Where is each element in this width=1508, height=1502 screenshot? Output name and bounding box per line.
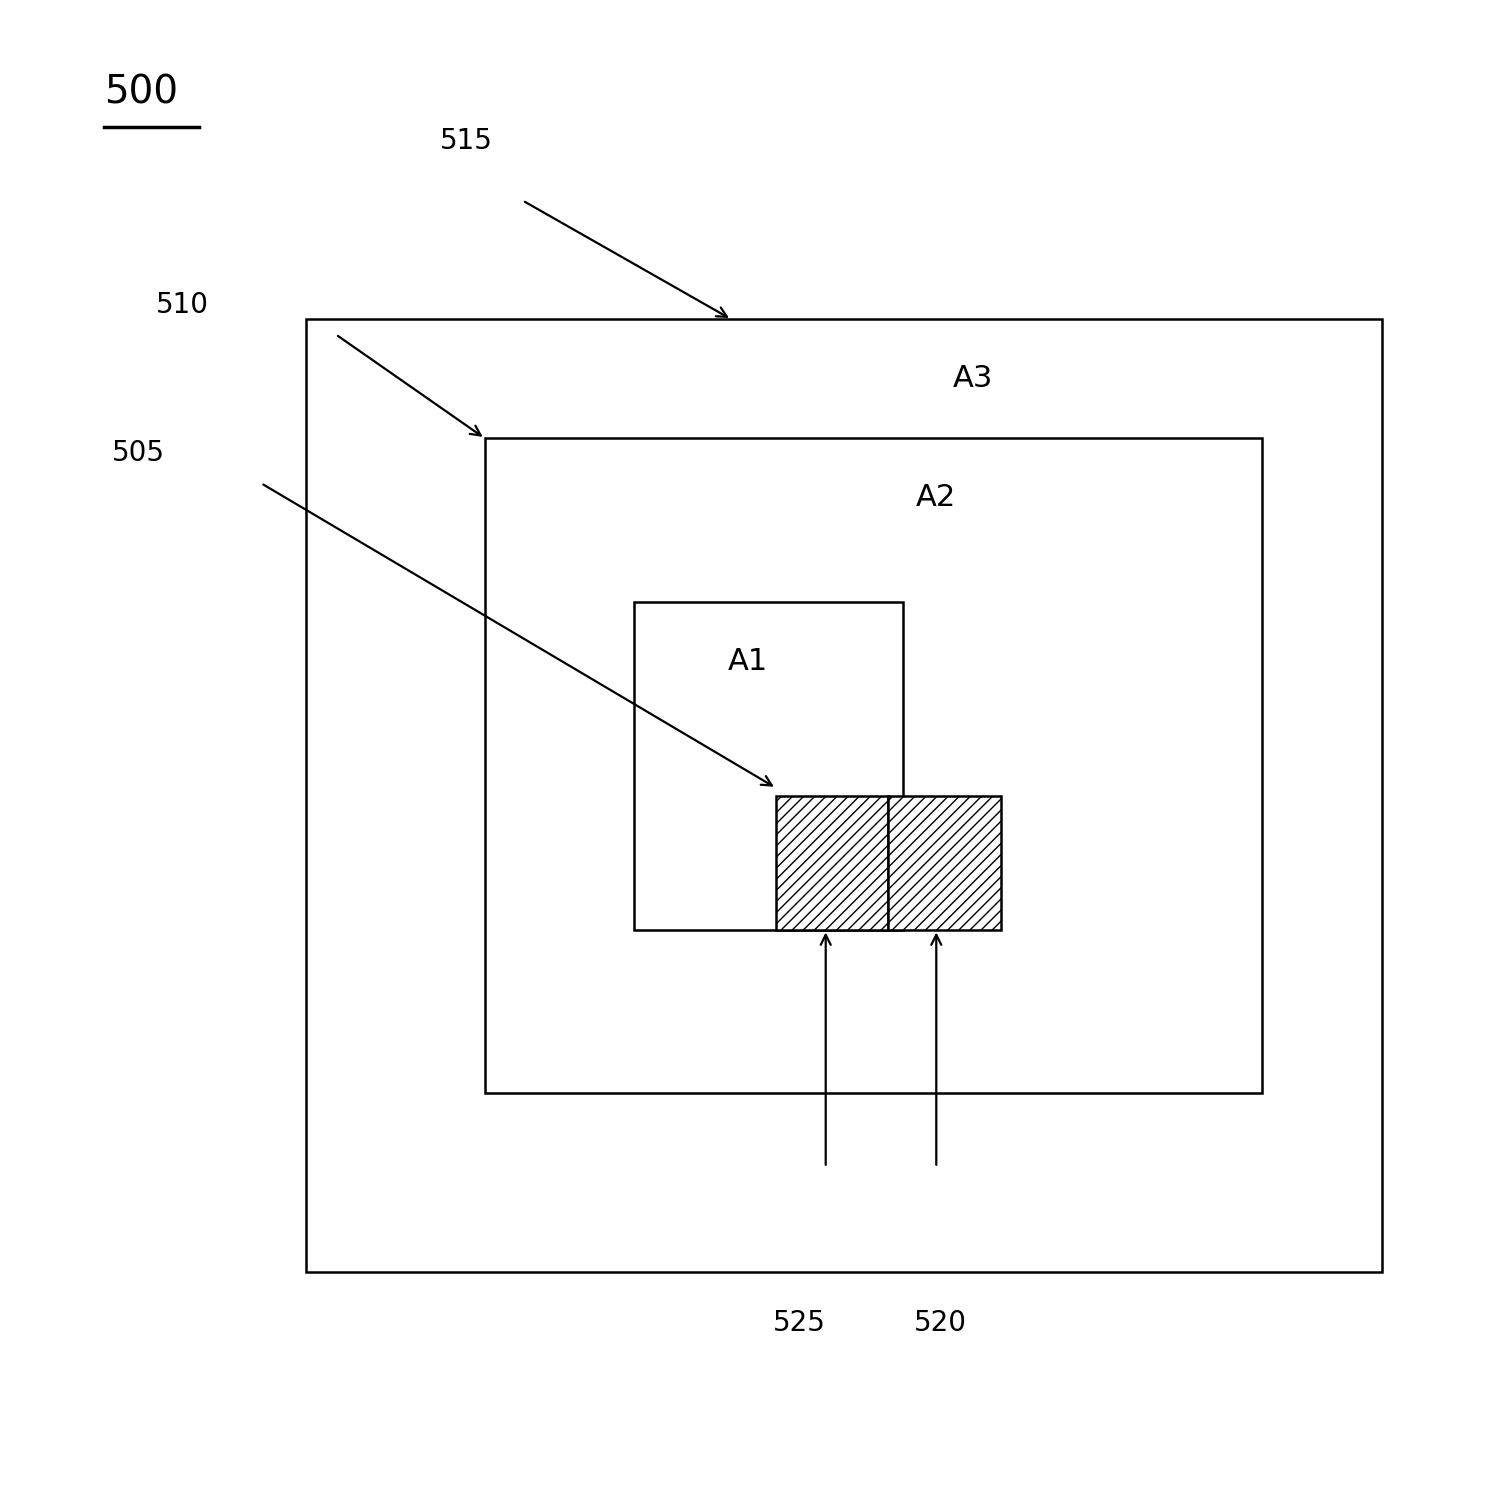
Text: A2: A2 [915,484,956,512]
Text: 525: 525 [772,1310,825,1337]
Text: 500: 500 [104,74,178,113]
Bar [635,602,903,930]
Text: 520: 520 [914,1310,967,1337]
Bar [306,320,1381,1272]
Bar [486,439,1262,1093]
Bar [888,796,1000,930]
Text: A3: A3 [953,363,992,394]
Text: A1: A1 [727,647,768,676]
Bar [777,796,888,930]
Text: 505: 505 [112,440,164,467]
Text: 510: 510 [157,290,210,318]
Text: 515: 515 [440,126,493,155]
